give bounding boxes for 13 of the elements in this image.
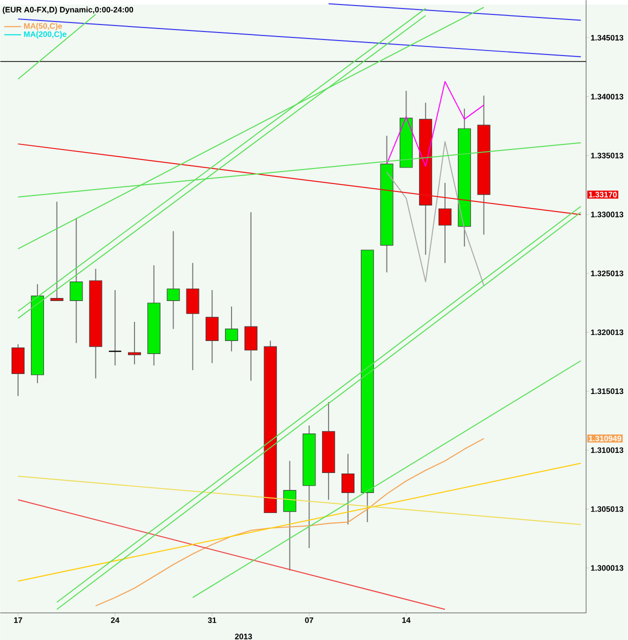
candlestick bbox=[225, 306, 238, 352]
candlestick bbox=[244, 212, 258, 382]
candlestick bbox=[438, 182, 452, 264]
candlestick bbox=[50, 201, 64, 302]
candlestick bbox=[342, 453, 355, 526]
candlestick bbox=[283, 460, 296, 571]
candlestick bbox=[128, 321, 142, 365]
candlestick bbox=[70, 218, 83, 344]
candlestick bbox=[166, 230, 180, 330]
candlestick bbox=[206, 290, 219, 364]
line-series bbox=[386, 141, 484, 286]
line-series bbox=[386, 81, 484, 167]
candlestick bbox=[108, 290, 122, 366]
